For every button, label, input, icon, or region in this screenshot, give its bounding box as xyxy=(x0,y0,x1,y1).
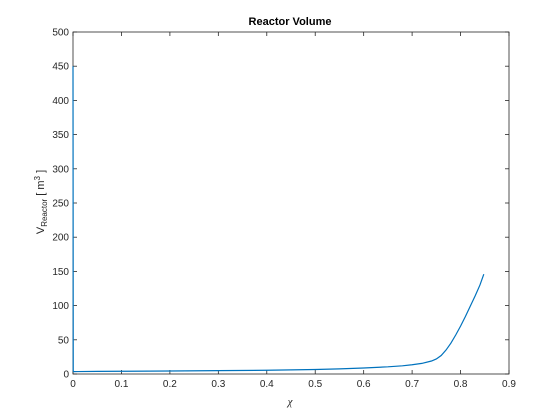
y-tick-label: 50 xyxy=(58,335,70,346)
x-tick-label: 0.2 xyxy=(163,379,177,390)
x-tick-label: 0.3 xyxy=(211,379,225,390)
x-tick-label: 0.7 xyxy=(405,379,419,390)
x-tick-label: 0.4 xyxy=(260,379,274,390)
y-tick-label: 200 xyxy=(52,233,69,244)
y-axis-label-unit-open: [ m xyxy=(35,180,47,198)
x-tick-label: 0.6 xyxy=(357,379,371,390)
ticks xyxy=(72,31,510,375)
y-tick-label: 400 xyxy=(52,96,69,107)
tick-labels: 0 0.1 0.2 0.3 0.4 0.5 0.6 0.7 0.8 0.9 0 50 100 150 200… xyxy=(52,28,516,391)
axes-box xyxy=(72,31,510,375)
y-axis-label-unit-close: ] xyxy=(35,170,47,176)
y-axis-label: VReactor [ m3 ] xyxy=(33,170,49,234)
y-axis-label-main: V xyxy=(35,226,47,234)
plot-area: 0 0.1 0.2 0.3 0.4 0.5 0.6 0.7 0.8 0.9 0 50 100 150 200… xyxy=(52,28,516,391)
x-tick-label: 0.9 xyxy=(502,379,516,390)
x-tick-label: 0.1 xyxy=(114,379,128,390)
y-tick-label: 500 xyxy=(52,28,69,39)
y-tick-label: 150 xyxy=(52,267,69,278)
y-tick-label: 100 xyxy=(52,301,69,312)
x-tick-label: 0.8 xyxy=(454,379,468,390)
y-tick-label: 300 xyxy=(52,164,69,175)
y-tick-label: 0 xyxy=(63,370,69,381)
y-axis-label-superscript: 3 xyxy=(33,175,42,180)
x-tick-label: 0 xyxy=(70,379,76,390)
y-tick-label: 350 xyxy=(52,130,69,141)
series-line xyxy=(72,66,485,373)
y-tick-label: 250 xyxy=(52,199,69,210)
y-axis-label-subscript: Reactor xyxy=(40,198,49,226)
chart-title: Reactor Volume xyxy=(249,16,332,28)
x-tick-label: 0.5 xyxy=(308,379,322,390)
y-tick-label: 450 xyxy=(52,62,69,73)
x-axis-label: χ xyxy=(287,396,294,408)
